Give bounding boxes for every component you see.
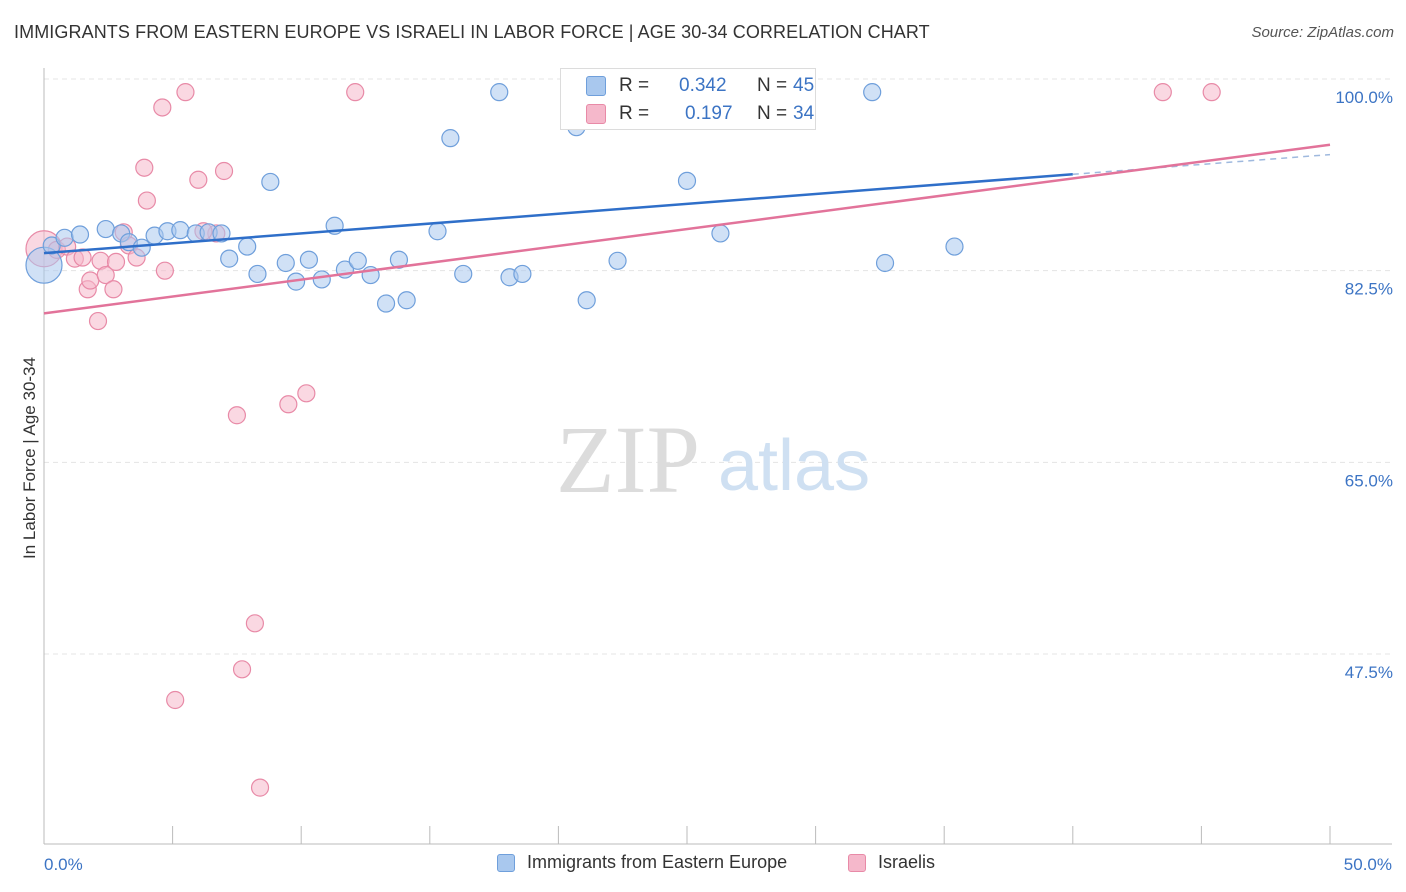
data-point [248, 264, 267, 284]
data-point [153, 98, 172, 117]
watermark-zip: ZIP [556, 406, 700, 513]
legend-n-value: 34 [793, 103, 815, 124]
data-point [155, 261, 174, 280]
data-point [276, 253, 295, 273]
legend-label-eastern-europe: Immigrants from Eastern Europe [527, 852, 788, 872]
data-point [96, 219, 115, 239]
data-point [88, 311, 108, 331]
legend-swatch-pink [586, 104, 606, 124]
data-point [96, 265, 115, 285]
data-point [711, 224, 730, 243]
data-point [245, 614, 265, 633]
y-tick-label: 82.5% [1345, 280, 1393, 299]
data-point [227, 406, 246, 425]
data-point [220, 249, 239, 268]
trend-line-extension [1072, 153, 1331, 176]
data-point [137, 191, 156, 210]
legend-swatch-pink [848, 853, 866, 872]
data-point [299, 250, 319, 269]
legend-swatch-blue [586, 76, 606, 96]
data-point [1202, 83, 1221, 102]
legend-r-label: R = [619, 75, 650, 96]
data-point [577, 291, 596, 310]
y-tick-label: 100.0% [1335, 88, 1393, 107]
data-point [376, 294, 396, 313]
grid-lines [44, 78, 1392, 655]
data-point [297, 384, 316, 403]
data-point [261, 172, 280, 192]
data-point [389, 250, 409, 269]
legend-swatch-blue [497, 853, 515, 872]
legend-n-value: 45 [793, 75, 815, 96]
trend-line-israelis [43, 143, 1331, 315]
y-axis-title: In Labor Force | Age 30-34 [20, 357, 39, 559]
data-point [348, 251, 367, 270]
watermark-atlas: atlas [718, 426, 870, 506]
data-point [677, 171, 697, 190]
legend-n-label: N = [757, 103, 788, 124]
data-point [1153, 83, 1172, 102]
data-point [945, 237, 964, 256]
legend-n-label: N = [757, 75, 788, 96]
data-point [81, 271, 100, 290]
data-point [490, 83, 509, 102]
data-point [132, 238, 151, 257]
axes [43, 68, 1392, 845]
data-point [608, 251, 627, 270]
data-point [428, 222, 447, 241]
legend-r-value: 0.197 [685, 103, 733, 124]
data-point [513, 264, 532, 284]
y-tick-label: 65.0% [1345, 471, 1393, 490]
y-tick-label: 47.5% [1345, 663, 1393, 682]
chart-title: IMMIGRANTS FROM EASTERN EUROPE VS ISRAEL… [14, 22, 930, 42]
data-point [189, 170, 208, 189]
data-point [55, 228, 74, 247]
correlation-legend: R = 0.342 N = 45 R = 0.197 N = 34 [560, 68, 816, 130]
source-label: Source: ZipAtlas.com [1251, 24, 1394, 41]
data-point [106, 252, 126, 272]
data-point [279, 395, 298, 414]
data-point [441, 129, 460, 148]
data-point [238, 237, 257, 256]
legend-r-label: R = [619, 103, 650, 124]
data-point [166, 690, 185, 710]
data-point [212, 224, 231, 243]
trend-lines [43, 143, 1331, 315]
data-point [176, 83, 195, 102]
x-tick-label-max: 50.0% [1344, 855, 1392, 874]
y-axis-labels: 100.0% 82.5% 65.0% 47.5% [1335, 88, 1393, 682]
data-point [875, 253, 895, 273]
legend-r-value: 0.342 [679, 75, 727, 96]
series-legend: Immigrants from Eastern Europe Israelis [0, 852, 1406, 880]
data-point [863, 83, 882, 102]
x-tick-label-min: 0.0% [44, 855, 83, 874]
data-point [454, 264, 473, 284]
legend-label-israelis: Israelis [878, 852, 936, 872]
legend-item-eastern-europe[interactable]: Immigrants from Eastern Europe [497, 852, 787, 873]
data-point [104, 280, 123, 299]
data-point [250, 778, 270, 797]
data-point [214, 161, 234, 181]
data-point [312, 270, 331, 289]
data-point [346, 83, 365, 102]
data-point [135, 158, 154, 177]
trend-line-eastern-europe [43, 173, 1073, 255]
legend-item-israelis[interactable]: Israelis [848, 852, 935, 873]
data-point [70, 225, 90, 244]
data-point [171, 221, 190, 240]
data-point [397, 291, 416, 310]
data-point [232, 660, 252, 679]
